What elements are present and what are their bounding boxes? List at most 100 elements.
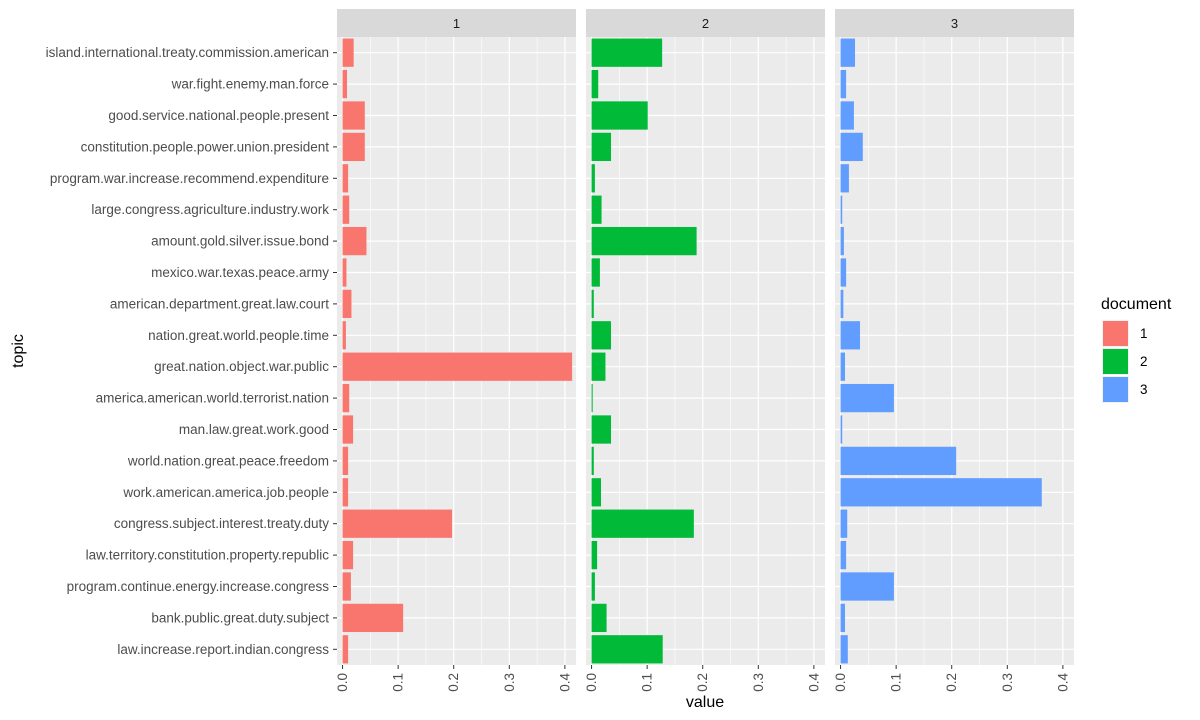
- bar-doc1-bank.public.great.duty.subject: [342, 603, 404, 633]
- bar-doc3-bank.public.great.duty.subject: [840, 603, 846, 633]
- y-axis-title: topic: [10, 334, 27, 368]
- bar-doc2-great.nation.object.war.public: [591, 352, 606, 381]
- bar-doc1-mexico.war.texas.peace.army: [342, 258, 347, 287]
- y-tick-label: nation.great.world.people.time: [148, 328, 329, 343]
- legend-title: document: [1101, 296, 1172, 313]
- x-tick-label: 0.0: [584, 673, 599, 692]
- x-tick-label: 0.2: [695, 673, 710, 692]
- bar-doc2-american.department.great.law.court: [591, 289, 594, 319]
- y-tick-label: mexico.war.texas.peace.army: [151, 265, 329, 280]
- legend-swatch-3: [1103, 377, 1128, 402]
- bar-doc2-america.american.world.terrorist.nation: [591, 383, 593, 413]
- y-tick-label: world.nation.great.peace.freedom: [127, 453, 329, 468]
- bar-doc3-war.fight.enemy.man.force: [840, 69, 847, 99]
- x-tick-label: 0.0: [833, 673, 848, 692]
- y-tick-label: program.war.increase.recommend.expenditu…: [50, 171, 329, 186]
- legend-swatch-1: [1103, 321, 1128, 346]
- legend-label-1: 1: [1140, 326, 1148, 341]
- facet-strip: [835, 9, 1074, 37]
- x-tick-label: 0.0: [335, 673, 350, 692]
- bar-doc2-amount.gold.silver.issue.bond: [591, 226, 697, 256]
- bar-doc2-program.continue.energy.increase.congress: [591, 572, 595, 601]
- bar-doc2-mexico.war.texas.peace.army: [591, 258, 600, 287]
- y-tick-label: large.congress.agriculture.industry.work: [91, 202, 329, 217]
- x-tick-label: 0.4: [557, 673, 572, 692]
- bar-doc1-constitution.people.power.union.president: [342, 132, 365, 162]
- facet-strip: [586, 9, 825, 37]
- y-tick-label: good.service.national.people.present: [108, 108, 329, 123]
- y-tick-label: america.american.world.terrorist.nation: [96, 391, 329, 406]
- y-tick-label: island.international.treaty.commission.a…: [46, 45, 329, 60]
- bar-doc3-great.nation.object.war.public: [840, 352, 846, 381]
- panel-background: [586, 37, 825, 665]
- bar-doc3-constitution.people.power.union.president: [840, 132, 863, 162]
- facet-strip-label: 2: [702, 16, 709, 31]
- bar-doc3-program.war.increase.recommend.expenditure: [840, 164, 849, 193]
- x-tick-label: 0.4: [806, 673, 821, 692]
- legend-label-3: 3: [1140, 382, 1148, 397]
- panel-background: [835, 37, 1074, 665]
- y-tick-label: man.law.great.work.good: [179, 422, 329, 437]
- bar-doc1-american.department.great.law.court: [342, 289, 352, 319]
- bar-doc2-world.nation.great.peace.freedom: [591, 446, 594, 476]
- bar-doc3-law.increase.report.indian.congress: [840, 635, 848, 664]
- bar-doc3-nation.great.world.people.time: [840, 321, 861, 350]
- bar-doc2-congress.subject.interest.treaty.duty: [591, 509, 694, 538]
- x-tick-label: 0.4: [1055, 673, 1070, 692]
- bar-doc1-man.law.great.work.good: [342, 415, 354, 444]
- bar-doc1-world.nation.great.peace.freedom: [342, 446, 349, 476]
- y-tick-label: war.fight.enemy.man.force: [171, 77, 329, 92]
- bar-doc2-large.congress.agriculture.industry.work: [591, 195, 602, 224]
- bar-doc3-amount.gold.silver.issue.bond: [840, 226, 844, 256]
- bar-doc3-american.department.great.law.court: [840, 289, 844, 319]
- y-tick-label: american.department.great.law.court: [110, 296, 329, 311]
- facet-strip: [337, 9, 576, 37]
- y-tick-label: constitution.people.power.union.presiden…: [81, 139, 330, 154]
- x-tick-label: 0.1: [391, 673, 406, 692]
- bar-doc1-work.american.america.job.people: [342, 478, 349, 507]
- bar-doc2-bank.public.great.duty.subject: [591, 603, 607, 633]
- bar-doc1-large.congress.agriculture.industry.work: [342, 195, 350, 224]
- bar-doc1-america.american.world.terrorist.nation: [342, 383, 350, 413]
- x-tick-label: 0.3: [1000, 673, 1015, 692]
- bar-doc3-good.service.national.people.present: [840, 101, 854, 130]
- y-tick-label: great.nation.object.war.public: [154, 359, 329, 374]
- bar-doc1-good.service.national.people.present: [342, 101, 365, 130]
- y-tick-label: bank.public.great.duty.subject: [151, 610, 329, 625]
- bar-doc3-world.nation.great.peace.freedom: [840, 446, 957, 476]
- x-tick-label: 0.2: [944, 673, 959, 692]
- legend-swatch-2: [1103, 349, 1128, 374]
- y-tick-label: congress.subject.interest.treaty.duty: [114, 516, 329, 531]
- y-tick-label: program.continue.energy.increase.congres…: [67, 579, 330, 594]
- bar-doc2-constitution.people.power.union.president: [591, 132, 612, 162]
- x-tick-label: 0.3: [502, 673, 517, 692]
- x-tick-label: 0.1: [640, 673, 655, 692]
- bar-doc3-america.american.world.terrorist.nation: [840, 383, 894, 413]
- bar-doc3-large.congress.agriculture.industry.work: [840, 195, 843, 224]
- bar-doc1-congress.subject.interest.treaty.duty: [342, 509, 453, 538]
- x-tick-label: 0.1: [889, 673, 904, 692]
- x-tick-label: 0.3: [751, 673, 766, 692]
- y-tick-label: work.american.america.job.people: [122, 485, 329, 500]
- x-tick-label: 0.2: [446, 673, 461, 692]
- bar-doc1-law.territory.constitution.property.republic: [342, 540, 354, 570]
- bar-doc1-great.nation.object.war.public: [342, 352, 573, 381]
- bar-doc2-nation.great.world.people.time: [591, 321, 612, 350]
- bar-doc2-man.law.great.work.good: [591, 415, 612, 444]
- bar-doc2-island.international.treaty.commission.american: [591, 38, 663, 67]
- bar-doc1-program.war.increase.recommend.expenditure: [342, 164, 349, 193]
- facet-strip-label: 3: [951, 16, 958, 31]
- bar-doc2-war.fight.enemy.man.force: [591, 69, 599, 99]
- bar-doc1-island.international.treaty.commission.american: [342, 38, 354, 67]
- x-axis-title: value: [686, 694, 724, 711]
- y-tick-label: law.territory.constitution.property.repu…: [86, 548, 330, 563]
- facet-strip-label: 1: [453, 16, 460, 31]
- panel-background: [337, 37, 576, 665]
- bar-doc3-work.american.america.job.people: [840, 478, 1042, 507]
- bar-doc1-amount.gold.silver.issue.bond: [342, 226, 367, 256]
- bar-doc2-law.increase.report.indian.congress: [591, 635, 663, 664]
- bar-doc3-program.continue.energy.increase.congress: [840, 572, 894, 601]
- bar-doc1-war.fight.enemy.man.force: [342, 69, 348, 99]
